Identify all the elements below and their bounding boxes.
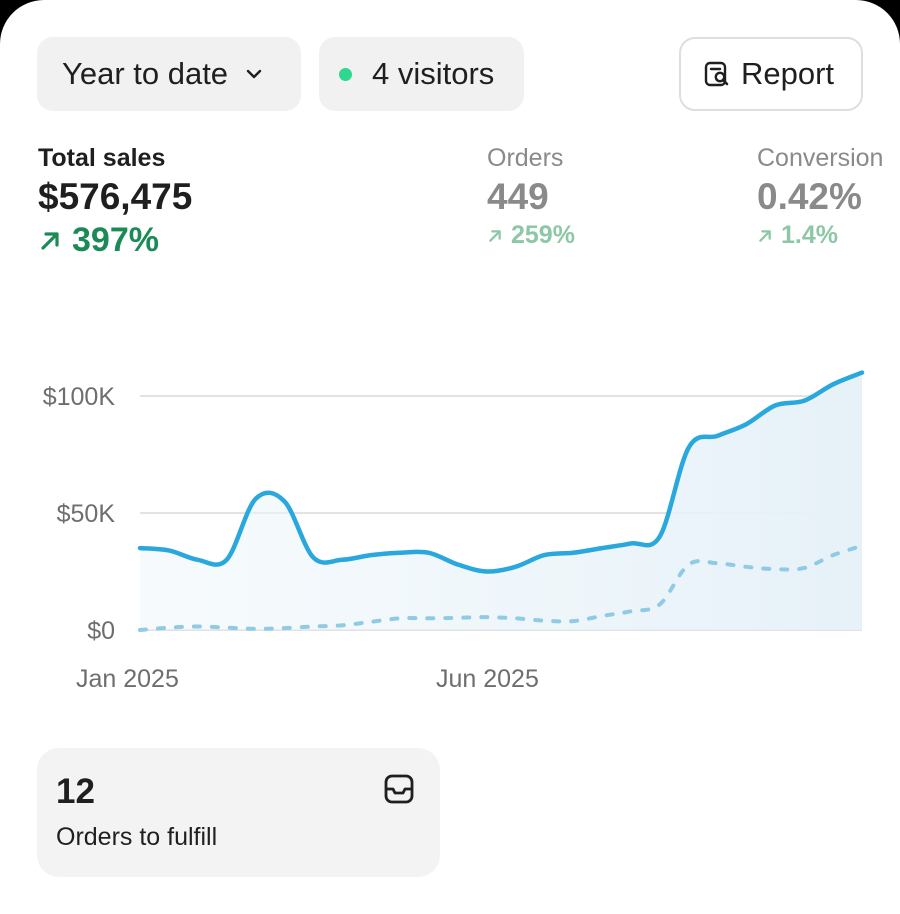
metric-change-value: 397% — [72, 221, 159, 259]
metric-value: 449 — [487, 176, 549, 217]
live-dot-icon — [339, 67, 352, 81]
metric-change-value: 1.4% — [781, 221, 838, 249]
x-tick-label: Jan 2025 — [76, 665, 179, 693]
report-button[interactable]: Report — [679, 37, 863, 111]
arrow-up-right-icon — [759, 229, 771, 242]
visitors-label: 4 visitors — [372, 56, 495, 91]
current-period-line — [137, 370, 865, 574]
live-visitors-button[interactable]: 4 visitors — [319, 37, 524, 111]
metric-label: Total sales — [38, 144, 166, 172]
metric-conversion[interactable]: Conversion 0.42% 1.4% — [757, 143, 883, 250]
metric-orders[interactable]: Orders 449 259% — [487, 143, 575, 250]
metric-change: 259% — [487, 221, 575, 250]
current-series-area — [140, 372, 862, 630]
metric-change: 1.4% — [757, 221, 883, 250]
orders-to-fulfill-card[interactable]: 12 Orders to fulfill — [37, 748, 440, 877]
date-range-dropdown[interactable]: Year to date — [37, 37, 301, 111]
metric-change-value: 259% — [511, 221, 575, 249]
metric-total-sales[interactable]: Total sales $576,475 397% — [38, 143, 192, 260]
y-tick-label: $0 — [87, 617, 115, 645]
report-label: Report — [741, 56, 835, 91]
x-tick-label: Jun 2025 — [436, 665, 539, 693]
orders-to-fulfill-label: Orders to fulfill — [56, 823, 218, 851]
orders-to-fulfill-count: 12 — [56, 772, 95, 811]
metric-label: Conversion — [757, 144, 884, 172]
metric-value: 0.42% — [757, 176, 862, 217]
metric-value: $576,475 — [38, 176, 193, 217]
y-tick-label: $100K — [43, 383, 116, 411]
metric-label: Orders — [487, 144, 564, 172]
sales-chart[interactable]: $0 $50K $100K Jan 2025 Jun 2025 — [0, 340, 900, 720]
chevron-down-icon — [246, 69, 262, 79]
arrow-up-right-icon — [489, 229, 501, 242]
previous-period-line — [138, 543, 864, 632]
report-search-icon — [704, 61, 729, 87]
inbox-icon — [384, 774, 414, 804]
y-tick-label: $50K — [57, 500, 116, 528]
metric-change: 397% — [38, 221, 192, 260]
arrow-up-right-icon — [41, 231, 59, 250]
date-range-label: Year to date — [62, 56, 229, 91]
